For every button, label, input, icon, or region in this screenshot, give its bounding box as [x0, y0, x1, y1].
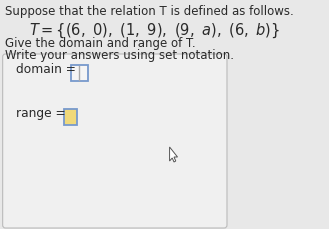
Text: $T = \{(6,\ 0),\ (1,\ 9),\ (9,\ \mathit{a}),\ (6,\ \mathit{b})\}$: $T = \{(6,\ 0),\ (1,\ 9),\ (9,\ \mathit{…: [29, 22, 280, 40]
Text: Give the domain and range of T.: Give the domain and range of T.: [5, 37, 196, 50]
FancyBboxPatch shape: [3, 54, 227, 228]
Polygon shape: [169, 147, 178, 162]
Text: Suppose that the relation T is defined as follows.: Suppose that the relation T is defined a…: [5, 5, 294, 18]
Text: domain =: domain =: [16, 63, 76, 76]
FancyBboxPatch shape: [64, 109, 77, 125]
Text: range =: range =: [16, 107, 65, 120]
Text: Write your answers using set notation.: Write your answers using set notation.: [5, 49, 234, 62]
FancyBboxPatch shape: [71, 65, 88, 81]
